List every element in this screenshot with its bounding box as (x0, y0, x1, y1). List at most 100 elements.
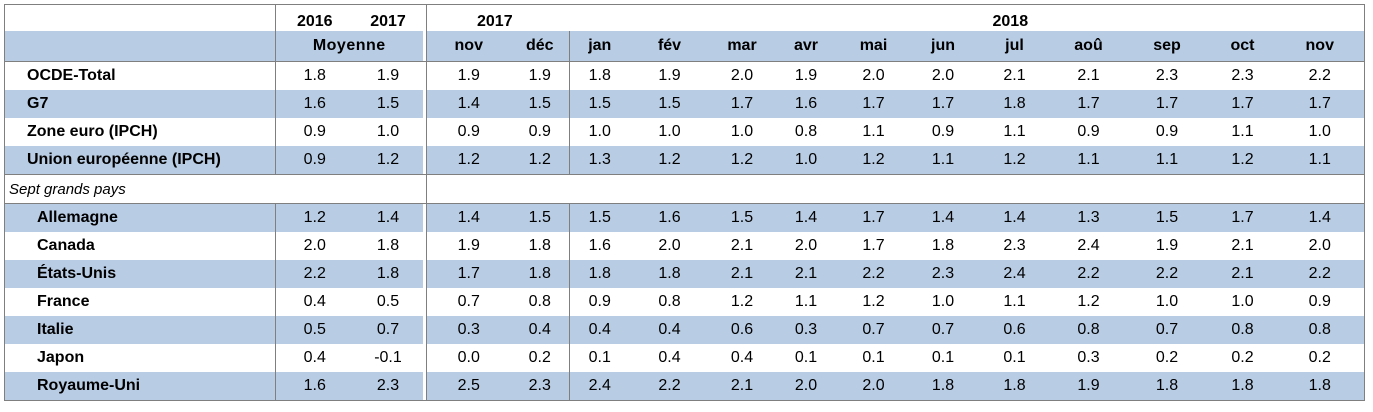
month-value: 1.3 (569, 146, 630, 175)
row-label: États-Unis (4, 260, 276, 288)
month-value: 2.2 (629, 372, 710, 401)
value-2017: 1.9 (376, 67, 400, 84)
month-value: 1.8 (1209, 372, 1276, 401)
month-value: 1.2 (426, 146, 511, 175)
month-value: 0.2 (1231, 349, 1254, 366)
month-value: 1.2 (629, 146, 710, 175)
month-value: 1.1 (1231, 123, 1254, 140)
value-2017: 1.4 (353, 203, 423, 232)
month-value: 2.2 (1052, 260, 1125, 288)
month-value: 1.8 (629, 260, 710, 288)
header-month: mai (837, 31, 910, 62)
month-value: 0.8 (658, 293, 681, 310)
month-value: 2.2 (1275, 260, 1365, 288)
month-value: 1.4 (976, 203, 1053, 232)
month-value: 2.0 (774, 372, 838, 401)
month-value: 1.5 (629, 90, 710, 118)
month-value: 1.8 (909, 372, 977, 401)
month-value: 1.8 (931, 237, 955, 254)
month-value: 2.0 (837, 372, 910, 401)
month-value: 0.1 (588, 349, 611, 366)
month-value: 2.4 (1077, 237, 1100, 254)
month-value: 1.6 (629, 203, 710, 232)
section-row: Sept grands pays (4, 174, 1365, 204)
month-value: 1.1 (1052, 146, 1125, 175)
value-2016: 0.5 (275, 316, 354, 344)
value-2017: 1.5 (353, 90, 423, 118)
month-value: 2.1 (709, 372, 775, 401)
row-label: Italie (4, 316, 276, 344)
header-month: jul (976, 31, 1053, 62)
month-value: 1.1 (1275, 146, 1365, 175)
month-value: 1.0 (931, 293, 955, 310)
month-value: 1.7 (1209, 90, 1276, 118)
header-gap (422, 4, 427, 31)
header-empty (837, 4, 910, 31)
month-value: 1.8 (588, 67, 611, 84)
value-2017: 1.2 (353, 146, 423, 175)
month-value: 1.2 (1077, 293, 1100, 310)
month-value: 0.8 (1275, 316, 1365, 344)
month-value: 2.1 (1077, 67, 1100, 84)
header-empty (569, 4, 630, 31)
month-value: 1.0 (1231, 293, 1254, 310)
month-value: 1.7 (909, 90, 977, 118)
month-value: 1.2 (976, 146, 1053, 175)
month-value: 1.5 (1124, 203, 1210, 232)
row-label: Union européenne (IPCH) (4, 146, 276, 175)
gap-cell (422, 90, 427, 118)
month-value: 2.0 (658, 237, 681, 254)
month-value: 0.4 (730, 349, 754, 366)
month-value: 1.9 (510, 61, 570, 90)
month-value: 2.1 (1231, 237, 1254, 254)
row-label: Royaume-Uni (4, 372, 276, 401)
month-value: 1.2 (862, 293, 885, 310)
month-value: 0.1 (862, 349, 885, 366)
value-2016: 1.6 (275, 372, 354, 401)
month-value: 1.4 (426, 203, 511, 232)
section-empty (426, 174, 1365, 204)
row-label: Zone euro (IPCH) (4, 118, 276, 146)
month-value: 2.2 (1275, 61, 1365, 90)
month-value: 2.4 (569, 372, 630, 401)
month-value: 1.7 (1275, 90, 1365, 118)
header-moyenne: Moyenne (275, 31, 423, 62)
header-empty (1209, 4, 1276, 31)
header-year-2016: 2016 (275, 4, 354, 31)
value-2016: 0.4 (275, 288, 354, 316)
month-value: 1.7 (862, 237, 885, 254)
month-value: 1.8 (510, 232, 570, 260)
month-value: 1.8 (1275, 372, 1365, 401)
header-year-2017: 2017 (353, 4, 423, 31)
month-value: 2.0 (794, 237, 818, 254)
header-month: avr (774, 31, 838, 62)
row-label: Allemagne (4, 203, 276, 232)
value-2016: 1.6 (275, 90, 354, 118)
table-row: Royaume-Uni 1.6 2.3 2.5 2.3 2.4 2.2 2.1 2.0 2.0 1.… (4, 372, 1365, 401)
month-value: 0.1 (794, 349, 818, 366)
value-2017: 0.7 (353, 316, 423, 344)
month-value: 1.2 (709, 146, 775, 175)
month-value: 2.1 (774, 260, 838, 288)
header-month: mar (709, 31, 775, 62)
header-empty (909, 4, 977, 31)
month-value: 0.7 (837, 316, 910, 344)
gap-cell (422, 344, 427, 372)
month-value: 1.6 (588, 237, 611, 254)
table-row: Canada 2.0 1.8 1.9 1.8 1.6 2.0 2.1 2.0 1.7 1.8 2.3 2… (4, 232, 1365, 260)
value-2017: 2.3 (353, 372, 423, 401)
header-empty (774, 4, 838, 31)
row-label: France (4, 288, 276, 316)
header-row-months: Moyenne nov déc jan fév mar avr mai jun … (4, 31, 1365, 62)
header-label-cell (4, 31, 276, 62)
month-value: 1.9 (1052, 372, 1125, 401)
month-value: 1.0 (730, 123, 754, 140)
month-value: 0.7 (457, 293, 480, 310)
value-2017: 1.8 (353, 260, 423, 288)
month-value: 0.8 (1209, 316, 1276, 344)
month-value: 2.3 (1003, 237, 1026, 254)
month-value: 1.7 (837, 90, 910, 118)
month-value: 1.8 (510, 260, 570, 288)
month-value: 1.9 (457, 67, 480, 84)
header-corner (4, 4, 276, 31)
